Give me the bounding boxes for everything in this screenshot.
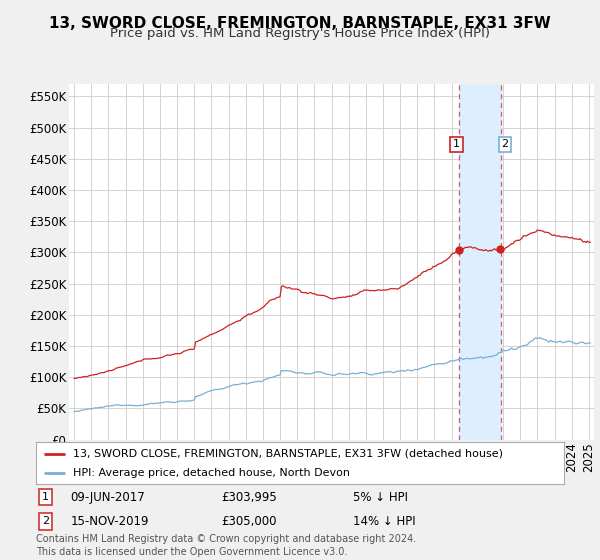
Bar bbox=[460, 84, 501, 440]
Text: £303,995: £303,995 bbox=[221, 491, 277, 504]
Text: Price paid vs. HM Land Registry's House Price Index (HPI): Price paid vs. HM Land Registry's House … bbox=[110, 27, 490, 40]
Text: 14% ↓ HPI: 14% ↓ HPI bbox=[353, 515, 415, 528]
Text: 13, SWORD CLOSE, FREMINGTON, BARNSTAPLE, EX31 3FW (detached house): 13, SWORD CLOSE, FREMINGTON, BARNSTAPLE,… bbox=[73, 449, 503, 459]
Text: 5% ↓ HPI: 5% ↓ HPI bbox=[353, 491, 408, 504]
Text: HPI: Average price, detached house, North Devon: HPI: Average price, detached house, Nort… bbox=[73, 468, 350, 478]
Text: 13, SWORD CLOSE, FREMINGTON, BARNSTAPLE, EX31 3FW: 13, SWORD CLOSE, FREMINGTON, BARNSTAPLE,… bbox=[49, 16, 551, 31]
Text: 1: 1 bbox=[453, 139, 460, 150]
Text: £305,000: £305,000 bbox=[221, 515, 276, 528]
Text: 2: 2 bbox=[502, 139, 509, 150]
Text: 15-NOV-2019: 15-NOV-2019 bbox=[70, 515, 149, 528]
Text: 1: 1 bbox=[42, 492, 49, 502]
Text: Contains HM Land Registry data © Crown copyright and database right 2024.
This d: Contains HM Land Registry data © Crown c… bbox=[36, 534, 416, 557]
Text: 09-JUN-2017: 09-JUN-2017 bbox=[70, 491, 145, 504]
Text: 2: 2 bbox=[42, 516, 49, 526]
